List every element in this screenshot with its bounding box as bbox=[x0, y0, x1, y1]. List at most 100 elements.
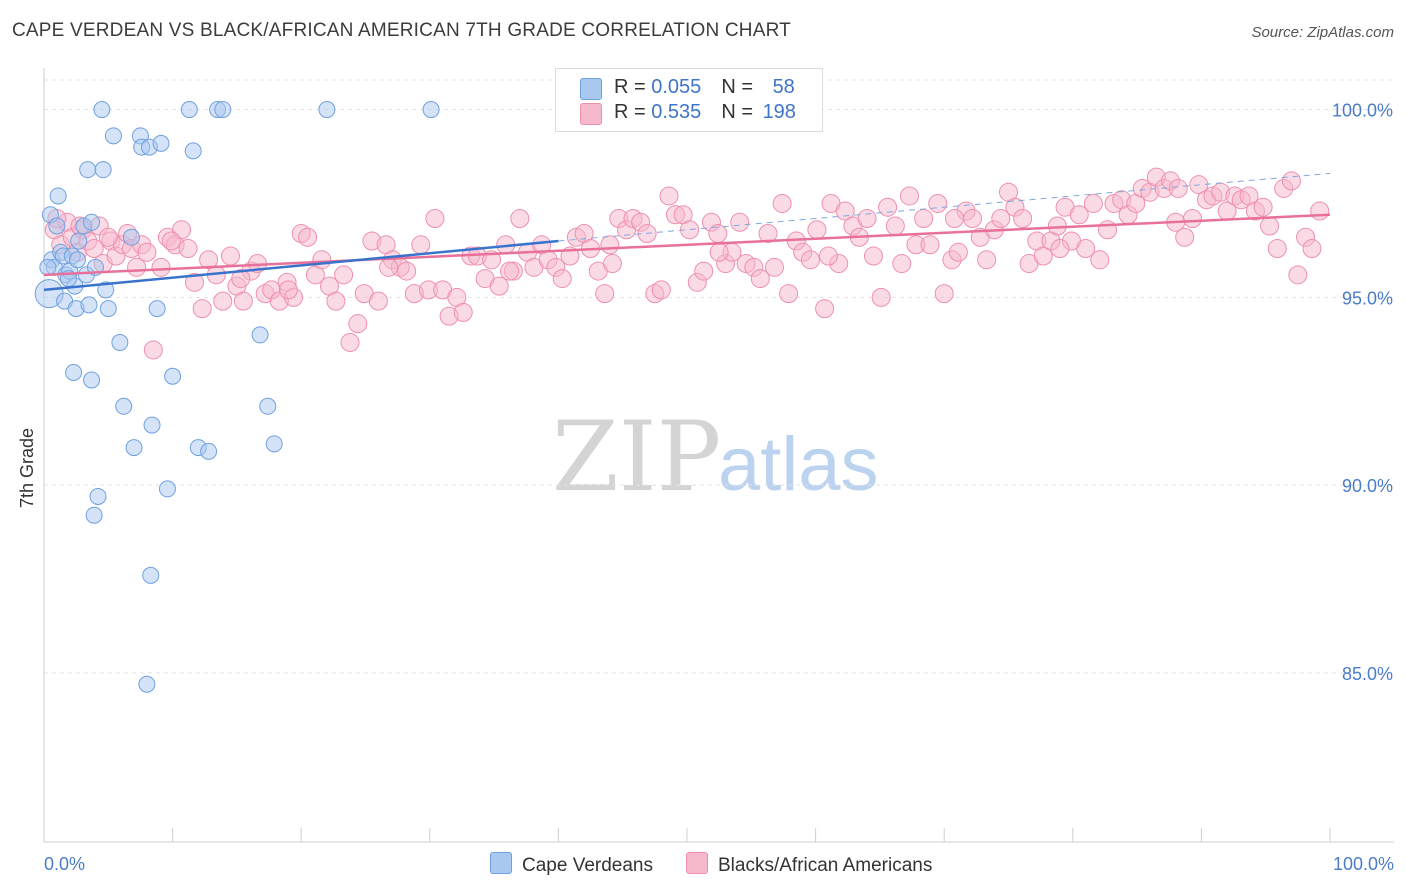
gridlines bbox=[44, 79, 1394, 674]
data-point-blacks-african-americans bbox=[962, 208, 982, 228]
data-point-blacks-african-americans bbox=[1267, 239, 1287, 259]
data-point-blacks-african-americans bbox=[1050, 239, 1070, 259]
data-point-blacks-african-americans bbox=[298, 227, 318, 247]
y-tick-label: 90.0% bbox=[1342, 476, 1393, 496]
data-point-blacks-african-americans bbox=[1168, 178, 1188, 198]
data-point-blacks-african-americans bbox=[863, 246, 883, 266]
watermark-atlas: atlas bbox=[718, 422, 879, 507]
data-point-cape-verdeans bbox=[180, 101, 198, 119]
legend-r-label: R = bbox=[614, 101, 652, 123]
data-point-cape-verdeans bbox=[164, 367, 182, 385]
data-point-blacks-african-americans bbox=[807, 220, 827, 240]
data-point-blacks-african-americans bbox=[1083, 193, 1103, 213]
data-point-cape-verdeans bbox=[158, 480, 176, 498]
watermark: ZIP atlas bbox=[552, 401, 879, 513]
data-point-cape-verdeans bbox=[143, 416, 161, 434]
data-point-blacks-african-americans bbox=[595, 284, 615, 304]
data-point-blacks-african-americans bbox=[892, 254, 912, 274]
data-point-cape-verdeans bbox=[89, 487, 107, 505]
x-tick-label-start: 0.0% bbox=[44, 854, 85, 874]
data-point-blacks-african-americans bbox=[84, 239, 104, 259]
data-point-cape-verdeans bbox=[422, 101, 440, 119]
data-point-blacks-african-americans bbox=[453, 302, 473, 322]
data-point-blacks-african-americans bbox=[944, 208, 964, 228]
bottom-legend-blacks-african-americans: Blacks/African Americans bbox=[686, 852, 932, 877]
data-point-blacks-african-americans bbox=[602, 254, 622, 274]
bottom-legend-swatch-pink bbox=[686, 852, 708, 874]
data-point-cape-verdeans bbox=[97, 281, 115, 299]
data-point-blacks-african-americans bbox=[758, 224, 778, 244]
data-point-cape-verdeans bbox=[214, 101, 232, 119]
trend-line-cape-verdeans-extension bbox=[558, 172, 1331, 242]
bottom-legend-cape-verdeans: Cape Verdeans bbox=[490, 852, 653, 877]
correlation-legend: R = 0.055 N = 58 R = 0.535 N = 198 bbox=[555, 68, 823, 132]
data-point-blacks-african-americans bbox=[885, 216, 905, 236]
data-point-blacks-african-americans bbox=[659, 186, 679, 206]
watermark-zip: ZIP bbox=[552, 401, 721, 513]
data-point-blacks-african-americans bbox=[730, 212, 750, 232]
data-point-cape-verdeans bbox=[94, 161, 112, 179]
data-point-blacks-african-americans bbox=[278, 280, 298, 300]
data-point-blacks-african-americans bbox=[815, 299, 835, 319]
data-point-cape-verdeans bbox=[122, 228, 140, 246]
data-point-blacks-african-americans bbox=[1260, 216, 1280, 236]
legend-r-label: R = bbox=[614, 76, 652, 98]
data-point-blacks-african-americans bbox=[500, 261, 520, 281]
data-point-blacks-african-americans bbox=[1069, 205, 1089, 225]
legend-swatch-pink bbox=[580, 103, 602, 125]
data-point-cape-verdeans bbox=[80, 296, 98, 314]
data-point-blacks-african-americans bbox=[899, 186, 919, 206]
data-point-blacks-african-americans bbox=[425, 208, 445, 228]
data-point-blacks-african-americans bbox=[1288, 265, 1308, 285]
data-point-cape-verdeans bbox=[200, 442, 218, 460]
data-point-blacks-african-americans bbox=[1281, 171, 1301, 191]
data-point-cape-verdeans bbox=[115, 397, 133, 415]
bottom-legend-swatch-blue bbox=[490, 852, 512, 874]
data-point-blacks-african-americans bbox=[199, 250, 219, 270]
axes bbox=[43, 68, 1394, 843]
data-point-blacks-african-americans bbox=[750, 269, 770, 289]
data-point-blacks-african-americans bbox=[231, 269, 251, 289]
data-point-blacks-african-americans bbox=[1076, 239, 1096, 259]
data-point-blacks-african-americans bbox=[312, 250, 332, 270]
data-point-blacks-african-americans bbox=[178, 239, 198, 259]
data-point-blacks-african-americans bbox=[368, 291, 388, 311]
data-point-cape-verdeans bbox=[85, 506, 103, 524]
data-point-blacks-african-americans bbox=[213, 291, 233, 311]
data-point-blacks-african-americans bbox=[340, 332, 360, 352]
data-point-blacks-african-americans bbox=[818, 246, 838, 266]
data-point-blacks-african-americans bbox=[161, 231, 181, 251]
data-point-blacks-african-americans bbox=[1175, 227, 1195, 247]
data-point-blacks-african-americans bbox=[835, 201, 855, 221]
y-axis-label: 7th Grade bbox=[17, 428, 37, 508]
series-blacks-african-americans bbox=[44, 167, 1330, 360]
data-point-cape-verdeans bbox=[48, 217, 66, 235]
data-point-blacks-african-americans bbox=[779, 284, 799, 304]
data-point-cape-verdeans bbox=[251, 326, 269, 344]
bottom-legend-label: Blacks/African Americans bbox=[718, 855, 933, 876]
data-point-blacks-african-americans bbox=[948, 242, 968, 262]
data-point-blacks-african-americans bbox=[1033, 246, 1053, 266]
data-point-cape-verdeans bbox=[265, 435, 283, 453]
data-point-blacks-african-americans bbox=[928, 193, 948, 213]
data-point-blacks-african-americans bbox=[1013, 208, 1033, 228]
data-point-blacks-african-americans bbox=[708, 224, 728, 244]
y-tick-label: 100.0% bbox=[1332, 101, 1393, 121]
legend-stats: R = 0.535 N = 198 bbox=[614, 101, 796, 124]
data-point-cape-verdeans bbox=[138, 675, 156, 693]
legend-stats: R = 0.055 N = 58 bbox=[614, 76, 795, 99]
data-point-cape-verdeans bbox=[125, 439, 143, 457]
data-point-blacks-african-americans bbox=[934, 284, 954, 304]
trend-line-cape-verdeans bbox=[43, 239, 559, 292]
data-point-blacks-african-americans bbox=[397, 261, 417, 281]
data-point-blacks-african-americans bbox=[489, 276, 509, 296]
legend-r-value: 0.055 bbox=[651, 76, 702, 98]
data-point-cape-verdeans bbox=[111, 333, 129, 351]
source-label: Source: ZipAtlas.com bbox=[1251, 24, 1394, 41]
data-point-blacks-african-americans bbox=[1310, 201, 1330, 221]
data-point-blacks-african-americans bbox=[184, 272, 204, 292]
data-point-blacks-african-americans bbox=[871, 287, 891, 307]
legend-swatch-blue bbox=[580, 78, 602, 100]
legend-n-label: N = bbox=[721, 101, 759, 123]
